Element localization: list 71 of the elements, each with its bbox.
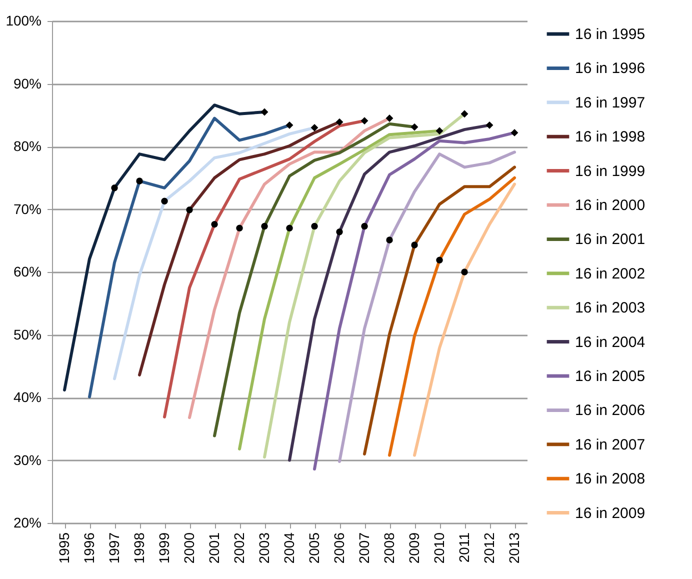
point [436,127,444,135]
point [286,224,293,232]
point [336,228,343,236]
legend-label: 16 in 2006 [575,402,646,420]
line-series [388,176,516,457]
y-tick-label: 60% [13,264,42,280]
legend-label: 16 in 2003 [575,300,646,317]
point [411,242,418,248]
legend-label: 16 in 1997 [575,94,646,112]
point [261,222,268,230]
x-tick-label: 2008 [381,532,397,564]
point [236,224,243,232]
legend-label: 16 in 2007 [575,436,646,454]
y-tick-label: 80% [13,138,42,154]
x-tick-label: 2007 [356,532,372,564]
x-tick-label: 2003 [256,532,272,564]
x-tick-label: 2006 [331,532,347,564]
point [410,123,418,131]
point [361,222,368,230]
point [136,178,143,184]
x-tick-label: 2002 [231,532,247,564]
x-tick-label: 2010 [431,532,447,564]
point [336,118,344,126]
point [510,128,518,136]
x-tick-label: 1998 [131,532,147,564]
legend-label: 16 in 1996 [575,60,646,78]
x-tick-label: 2012 [481,532,497,564]
x-tick-label: 2005 [306,532,322,564]
point [386,236,393,244]
y-tick-label: 50% [13,326,42,342]
line-series [413,182,516,457]
x-tick-label: 1996 [81,532,97,564]
x-tick-label: 2013 [506,532,522,564]
point [260,108,268,116]
point [111,184,118,192]
point [310,124,318,132]
y-tick-label: 90% [13,75,42,92]
legend-label: 16 in 2009 [575,504,646,522]
legend-label: 16 in 2000 [575,197,646,214]
y-tick-label: 20% [13,514,42,530]
x-tick-label: 1999 [156,532,172,564]
point [186,206,193,214]
legend-label: 16 in 2005 [575,368,646,385]
legend-label: 16 in 2002 [575,265,646,282]
y-tick-label: 40% [13,389,42,405]
x-tick-label: 1995 [56,532,72,564]
point [311,222,318,230]
y-tick-label: 100% [6,12,42,28]
x-tick-label: 2001 [206,532,222,564]
point [286,121,294,129]
x-tick-label: 1997 [106,532,122,564]
point [461,268,468,276]
x-tick-label: 2011 [456,532,472,563]
line-series [338,150,516,464]
point [436,256,443,264]
point [161,198,168,204]
line-series [363,166,516,456]
point [486,121,494,129]
y-tick-label: 30% [13,452,42,468]
point [460,110,468,118]
legend-label: 16 in 1998 [575,128,646,146]
legend-label: 16 in 2001 [575,231,646,248]
legend-label: 16 in 1999 [575,162,646,180]
legend-label: 16 in 2008 [575,470,646,488]
y-tick-label: 70% [13,200,42,217]
x-tick-label: 2004 [281,532,297,564]
legend-label: 16 in 1995 [575,26,646,43]
legend-label: 16 in 2004 [575,334,646,351]
x-tick-label: 2009 [406,532,422,564]
x-tick-label: 2000 [181,532,197,564]
point [211,220,218,228]
